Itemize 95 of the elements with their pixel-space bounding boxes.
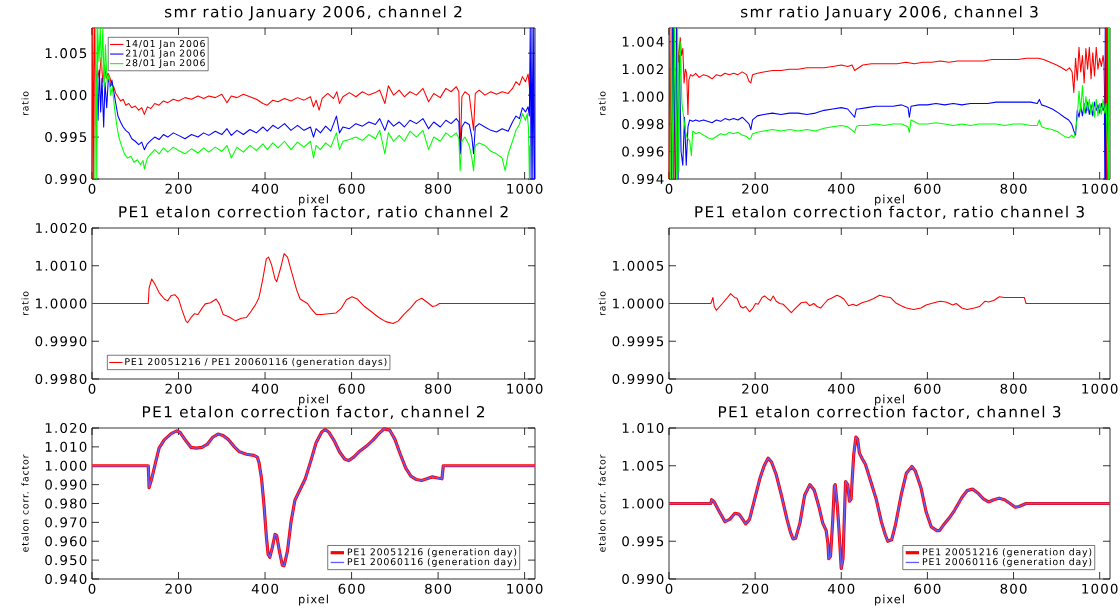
x-tick-label: 800 [1000, 183, 1027, 194]
x-axis-title: pixel [299, 194, 328, 206]
x-tick-label: 0 [665, 383, 673, 394]
x-axis-title: pixel [875, 394, 904, 406]
y-tick-label: 1.004 [622, 36, 664, 47]
legend-label: PE1 20051216 (generation day) [922, 548, 1092, 558]
legend-label: 21/01 Jan 2006 [125, 49, 205, 59]
y-tick-label: 0.940 [45, 573, 87, 585]
legend-label: PE1 20051216 / PE1 20060116 (generation days) [125, 357, 387, 367]
x-tick-label: 0 [665, 183, 673, 194]
x-tick-label: 400 [251, 583, 279, 594]
legend-label: PE1 20060116 (generation day) [347, 557, 517, 567]
y-tick-label: 0.9995 [612, 336, 664, 347]
x-tick-label: 800 [425, 583, 452, 594]
x-tick-label: 0 [665, 583, 673, 594]
x-tick-label: 200 [165, 183, 192, 194]
x-tick-label: 400 [828, 183, 855, 194]
y-tick-label: 0.996 [622, 146, 664, 157]
x-tick-label: 600 [338, 183, 365, 194]
y-tick-label: 0.995 [45, 132, 87, 143]
x-tick-label: 200 [165, 583, 192, 594]
x-tick-label: 800 [425, 183, 452, 194]
y-tick-label: 1.000 [622, 498, 664, 509]
y-axis-title: ratio [598, 91, 606, 116]
x-axis-title: pixel [875, 594, 904, 606]
chart-title: PE1 etalon correction factor, ratio channel 3 [695, 205, 1084, 220]
chart-title: smr ratio January 2006, channel 3 [741, 5, 1038, 21]
x-tick-label: 600 [914, 183, 941, 194]
x-tick-label: 0 [88, 583, 96, 594]
legend-label: PE1 20060116 (generation day) [922, 557, 1092, 567]
x-axis-title: pixel [299, 394, 328, 406]
y-tick-label: 1.0010 [36, 260, 87, 271]
chart-title: PE1 etalon correction factor, channel 3 [718, 405, 1061, 420]
x-tick-label: 400 [828, 383, 855, 394]
x-tick-label: 1000 [507, 583, 543, 594]
chart-title: smr ratio January 2006, channel 2 [165, 5, 462, 21]
x-tick-label: 600 [338, 383, 365, 394]
legend-label: 14/01 Jan 2006 [126, 40, 205, 49]
y-tick-label: 0.9980 [35, 373, 87, 385]
x-tick-label: 600 [338, 583, 365, 594]
x-tick-label: 800 [425, 383, 452, 394]
x-tick-label: 600 [914, 583, 941, 594]
y-tick-label: 0.990 [45, 479, 87, 490]
x-tick-label: 0 [88, 183, 96, 194]
x-tick-label: 1000 [1082, 183, 1118, 194]
y-tick-label: 0.9990 [35, 336, 87, 347]
y-axis-title: ratio [21, 291, 29, 316]
y-tick-label: 0.998 [622, 119, 664, 130]
x-tick-label: 600 [914, 383, 941, 394]
y-tick-label: 0.994 [622, 173, 664, 185]
x-tick-label: 200 [742, 383, 769, 394]
x-tick-label: 200 [742, 183, 769, 194]
x-tick-label: 200 [165, 383, 192, 394]
y-tick-label: 1.005 [45, 48, 87, 59]
y-tick-label: 1.0000 [613, 298, 664, 309]
y-tick-label: 1.000 [622, 91, 664, 102]
y-tick-label: 0.990 [45, 173, 87, 185]
y-tick-label: 0.995 [622, 536, 664, 547]
y-tick-label: 1.000 [45, 90, 87, 101]
chart-title: PE1 etalon correction factor, channel 2 [142, 405, 485, 420]
y-tick-label: 1.000 [45, 460, 87, 471]
y-tick-label: 1.005 [622, 460, 664, 471]
y-tick-label: 1.002 [622, 64, 663, 75]
y-tick-label: 0.950 [45, 555, 87, 566]
y-axis-title: ratio [21, 91, 29, 116]
y-tick-label: 0.990 [622, 573, 664, 585]
y-tick-label: 1.010 [622, 422, 664, 434]
legend-label: PE1 20051216 (generation day) [347, 548, 517, 558]
y-tick-label: 0.9990 [612, 373, 664, 385]
legend-label: 28/01 Jan 2006 [125, 59, 205, 68]
chart-title: PE1 etalon correction factor, ratio channel 2 [119, 205, 508, 220]
y-tick-label: 1.0005 [613, 260, 664, 271]
x-tick-label: 0 [88, 383, 96, 394]
x-tick-label: 400 [828, 583, 855, 594]
y-tick-label: 1.010 [45, 441, 87, 452]
x-tick-label: 1000 [1082, 383, 1118, 394]
y-axis-title: etalon corr. factor [21, 454, 29, 552]
x-axis-title: pixel [299, 594, 328, 606]
x-tick-label: 400 [251, 383, 279, 394]
y-axis-title: etalon corr. factor [598, 454, 606, 552]
x-tick-label: 1000 [507, 383, 543, 394]
x-tick-label: 800 [1000, 583, 1027, 594]
x-axis-title: pixel [875, 194, 904, 206]
y-tick-label: 1.020 [45, 422, 87, 434]
y-tick-label: 1.0000 [36, 298, 87, 309]
x-tick-label: 1000 [1082, 583, 1118, 594]
y-tick-label: 1.0020 [36, 222, 87, 234]
x-tick-label: 1000 [507, 183, 543, 194]
x-tick-label: 800 [1000, 383, 1027, 394]
y-tick-label: 0.970 [45, 517, 87, 528]
y-tick-label: 0.980 [45, 498, 87, 509]
y-tick-label: 0.960 [45, 536, 87, 547]
x-tick-label: 200 [742, 583, 769, 594]
x-tick-label: 400 [251, 183, 279, 194]
y-axis-title: ratio [598, 291, 606, 316]
